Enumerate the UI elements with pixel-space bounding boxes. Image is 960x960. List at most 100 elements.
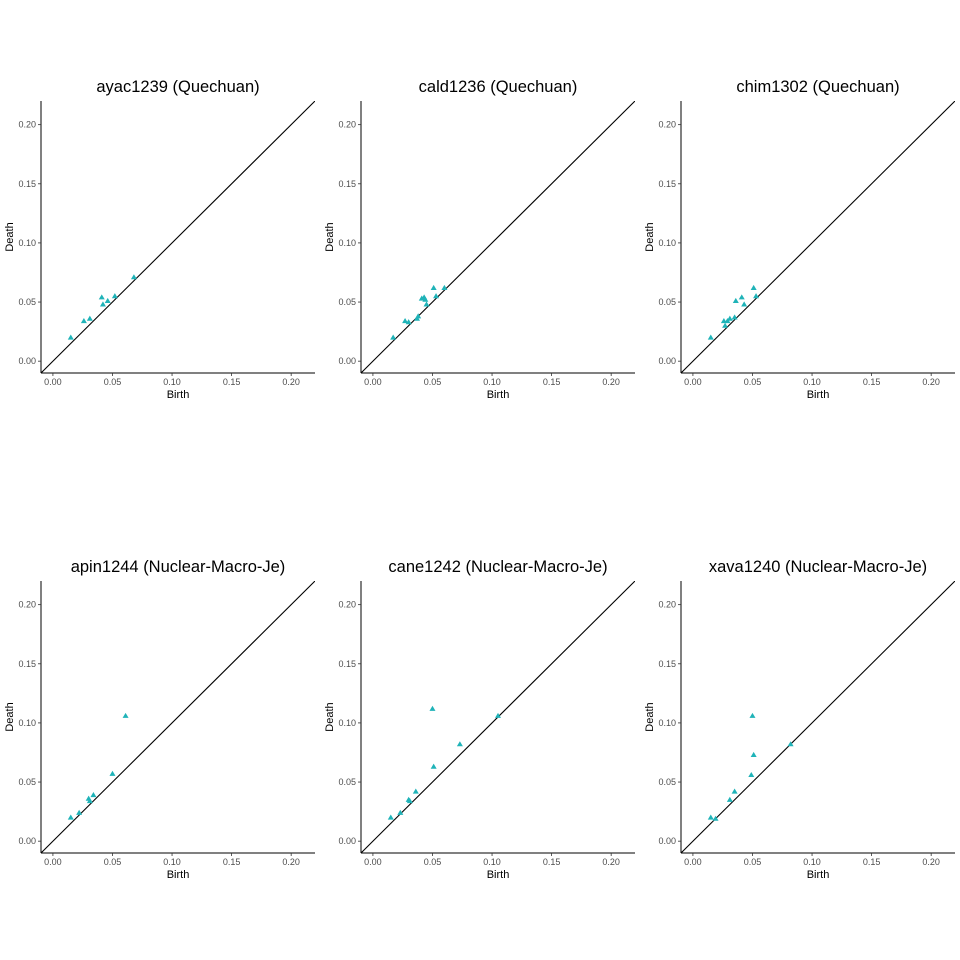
x-tick-label: 0.10: [483, 857, 501, 867]
data-point: [732, 297, 739, 303]
diagonal-line: [41, 581, 315, 853]
x-tick-label: 0.10: [163, 857, 181, 867]
y-tick-label: 0.15: [338, 659, 356, 669]
y-tick-label: 0.20: [658, 600, 676, 610]
data-point: [67, 334, 74, 340]
x-tick-label: 0.10: [483, 377, 501, 387]
x-axis-label: Birth: [167, 389, 190, 401]
y-tick-label: 0.05: [338, 297, 356, 307]
data-point: [397, 809, 404, 815]
x-tick-label: 0.10: [803, 377, 821, 387]
y-tick-label: 0.10: [338, 238, 356, 248]
y-axis-label: Death: [644, 702, 656, 731]
x-axis-label: Birth: [807, 869, 830, 881]
x-tick-label: 0.05: [744, 857, 762, 867]
x-tick-label: 0.20: [602, 377, 620, 387]
data-point: [390, 334, 397, 340]
data-point: [726, 315, 733, 321]
y-tick-label: 0.00: [18, 836, 36, 846]
chart-panel: cald1236 (Quechuan) 0.00 0.05 0.10 0.15 0.20 0…: [324, 78, 635, 401]
x-tick-label: 0.15: [863, 377, 881, 387]
data-point: [76, 809, 83, 815]
data-point: [749, 712, 756, 718]
data-point: [722, 322, 729, 328]
chart-panel: ayac1239 (Quechuan) 0.00 0.05 0.10 0.15 0.20 0…: [4, 78, 315, 401]
x-tick-label: 0.05: [104, 857, 122, 867]
data-point: [406, 797, 413, 804]
x-tick-label: 0.15: [223, 857, 241, 867]
chart-panel: xava1240 (Nuclear-Macro-Je) 0.00 0.05 0.10 0…: [644, 558, 955, 881]
x-axis-label: Birth: [487, 389, 510, 401]
y-tick-label: 0.10: [658, 718, 676, 728]
y-tick-label: 0.00: [338, 836, 356, 846]
data-point: [109, 770, 116, 776]
chart-title: chim1302 (Quechuan): [736, 78, 899, 96]
data-point: [99, 301, 106, 307]
data-point: [111, 293, 118, 299]
data-point: [753, 293, 760, 299]
data-point: [422, 296, 429, 302]
data-point: [130, 274, 137, 280]
y-tick-label: 0.10: [658, 238, 676, 248]
data-point: [67, 814, 74, 820]
data-point: [80, 317, 87, 324]
y-axis-label: Death: [324, 222, 336, 251]
x-tick-label: 0.00: [364, 857, 382, 867]
y-tick-label: 0.00: [658, 356, 676, 366]
y-tick-label: 0.20: [338, 120, 356, 130]
chart-panel: apin1244 (Nuclear-Macro-Je) 0.00 0.05 0.10 0…: [4, 558, 315, 881]
data-point: [707, 334, 714, 340]
data-point: [741, 301, 748, 307]
x-tick-label: 0.20: [922, 857, 940, 867]
x-tick-label: 0.15: [543, 857, 561, 867]
y-tick-label: 0.15: [18, 179, 36, 189]
chart-title: cald1236 (Quechuan): [419, 78, 578, 96]
x-axis-label: Birth: [487, 869, 510, 881]
x-tick-label: 0.05: [424, 377, 442, 387]
y-tick-label: 0.10: [18, 718, 36, 728]
data-point: [429, 705, 436, 711]
data-point: [731, 314, 738, 320]
x-tick-label: 0.05: [424, 857, 442, 867]
x-tick-label: 0.10: [803, 857, 821, 867]
x-tick-label: 0.00: [44, 377, 62, 387]
y-axis-label: Death: [4, 702, 16, 731]
x-tick-label: 0.20: [922, 377, 940, 387]
data-point: [415, 313, 422, 319]
x-tick-label: 0.00: [684, 377, 702, 387]
y-tick-label: 0.00: [338, 356, 356, 366]
y-tick-label: 0.05: [658, 777, 676, 787]
data-point: [456, 741, 463, 747]
x-tick-label: 0.15: [223, 377, 241, 387]
chart-panel: chim1302 (Quechuan) 0.00 0.05 0.10 0.15 0.20 0…: [644, 78, 955, 401]
y-tick-label: 0.05: [18, 777, 36, 787]
x-axis-label: Birth: [807, 389, 830, 401]
y-tick-label: 0.15: [658, 659, 676, 669]
data-point: [86, 315, 93, 321]
y-tick-label: 0.00: [658, 836, 676, 846]
x-tick-label: 0.00: [364, 377, 382, 387]
data-point: [748, 771, 755, 778]
data-point: [423, 301, 430, 307]
diagonal-line: [41, 101, 315, 373]
data-point: [122, 712, 129, 718]
chart-title: xava1240 (Nuclear-Macro-Je): [709, 558, 927, 576]
x-tick-label: 0.00: [44, 857, 62, 867]
data-point: [412, 788, 419, 794]
y-tick-label: 0.20: [338, 600, 356, 610]
data-point: [433, 293, 440, 299]
data-point: [726, 796, 733, 802]
data-point: [387, 814, 394, 820]
x-tick-label: 0.00: [684, 857, 702, 867]
data-point: [750, 751, 757, 757]
x-tick-label: 0.05: [744, 377, 762, 387]
data-point: [495, 712, 501, 718]
x-axis-label: Birth: [167, 869, 190, 881]
y-tick-label: 0.20: [18, 120, 36, 130]
y-axis-label: Death: [644, 222, 656, 251]
diagonal-line: [361, 101, 635, 373]
data-point: [430, 763, 437, 769]
y-tick-label: 0.10: [338, 718, 356, 728]
y-tick-label: 0.20: [18, 600, 36, 610]
